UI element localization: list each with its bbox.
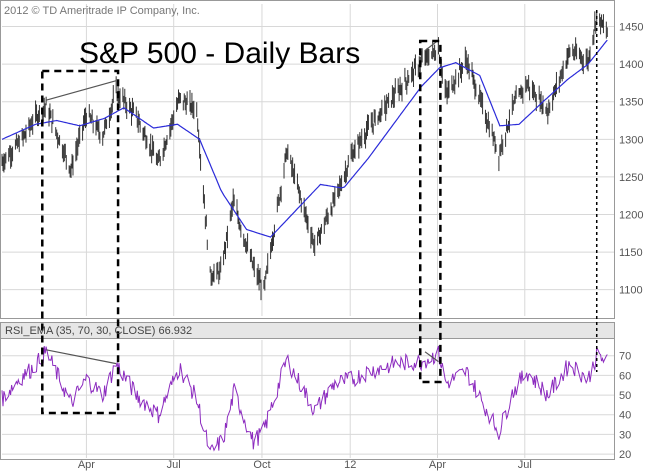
price-y-tick-label: 1150: [619, 247, 643, 259]
divergence-highlight-box: [41, 69, 120, 415]
x-tick-label: Apr: [78, 459, 95, 471]
trend-line: [46, 349, 117, 365]
chart-title: S&P 500 - Daily Bars: [79, 37, 360, 70]
price-panel-frame: [0, 0, 615, 319]
x-tick-label: Jul: [167, 459, 181, 471]
tick-labels: Apr Jul Oct 12 Apr Jul 1450 1400 1350 1300 1250 120…: [78, 22, 644, 471]
copyright-text: 2012 © TD Ameritrade IP Company, Inc.: [4, 5, 200, 17]
price-bars: [1, 11, 608, 301]
x-tick-label: Jul: [518, 459, 532, 471]
price-y-tick-label: 1100: [619, 285, 643, 297]
price-y-tick-label: 1250: [619, 172, 643, 184]
ema-line: [1, 39, 608, 238]
x-tick-label: 12: [344, 459, 356, 471]
x-tick-label: Apr: [429, 459, 446, 471]
rsi-y-tick-label: 60: [619, 370, 631, 382]
rsi-series-line: [1, 345, 608, 452]
rsi-y-tick-label: 70: [619, 351, 631, 363]
trend-line: [45, 80, 117, 101]
price-y-tick-label: 1400: [619, 59, 643, 71]
price-y-tick-label: 1200: [619, 210, 643, 222]
rsi-indicator-label: RSI_EMA (35, 70, 30, CLOSE) 66.932: [5, 325, 192, 337]
rsi-y-tick-label: 20: [619, 449, 631, 461]
rsi-y-tick-label: 40: [619, 410, 631, 422]
x-tick-label: Oct: [253, 459, 270, 471]
price-y-tick-label: 1300: [619, 134, 643, 146]
grid-lines: [2, 4, 614, 458]
price-y-tick-label: 1350: [619, 97, 643, 109]
annotations: [41, 10, 598, 415]
rsi-line: [1, 345, 608, 452]
trend-line: [424, 351, 439, 363]
ema-series-line: [1, 39, 608, 238]
rsi-y-tick-label: 50: [619, 390, 631, 402]
price-y-tick-label: 1450: [619, 22, 643, 34]
rsi-y-tick-label: 30: [619, 429, 631, 441]
